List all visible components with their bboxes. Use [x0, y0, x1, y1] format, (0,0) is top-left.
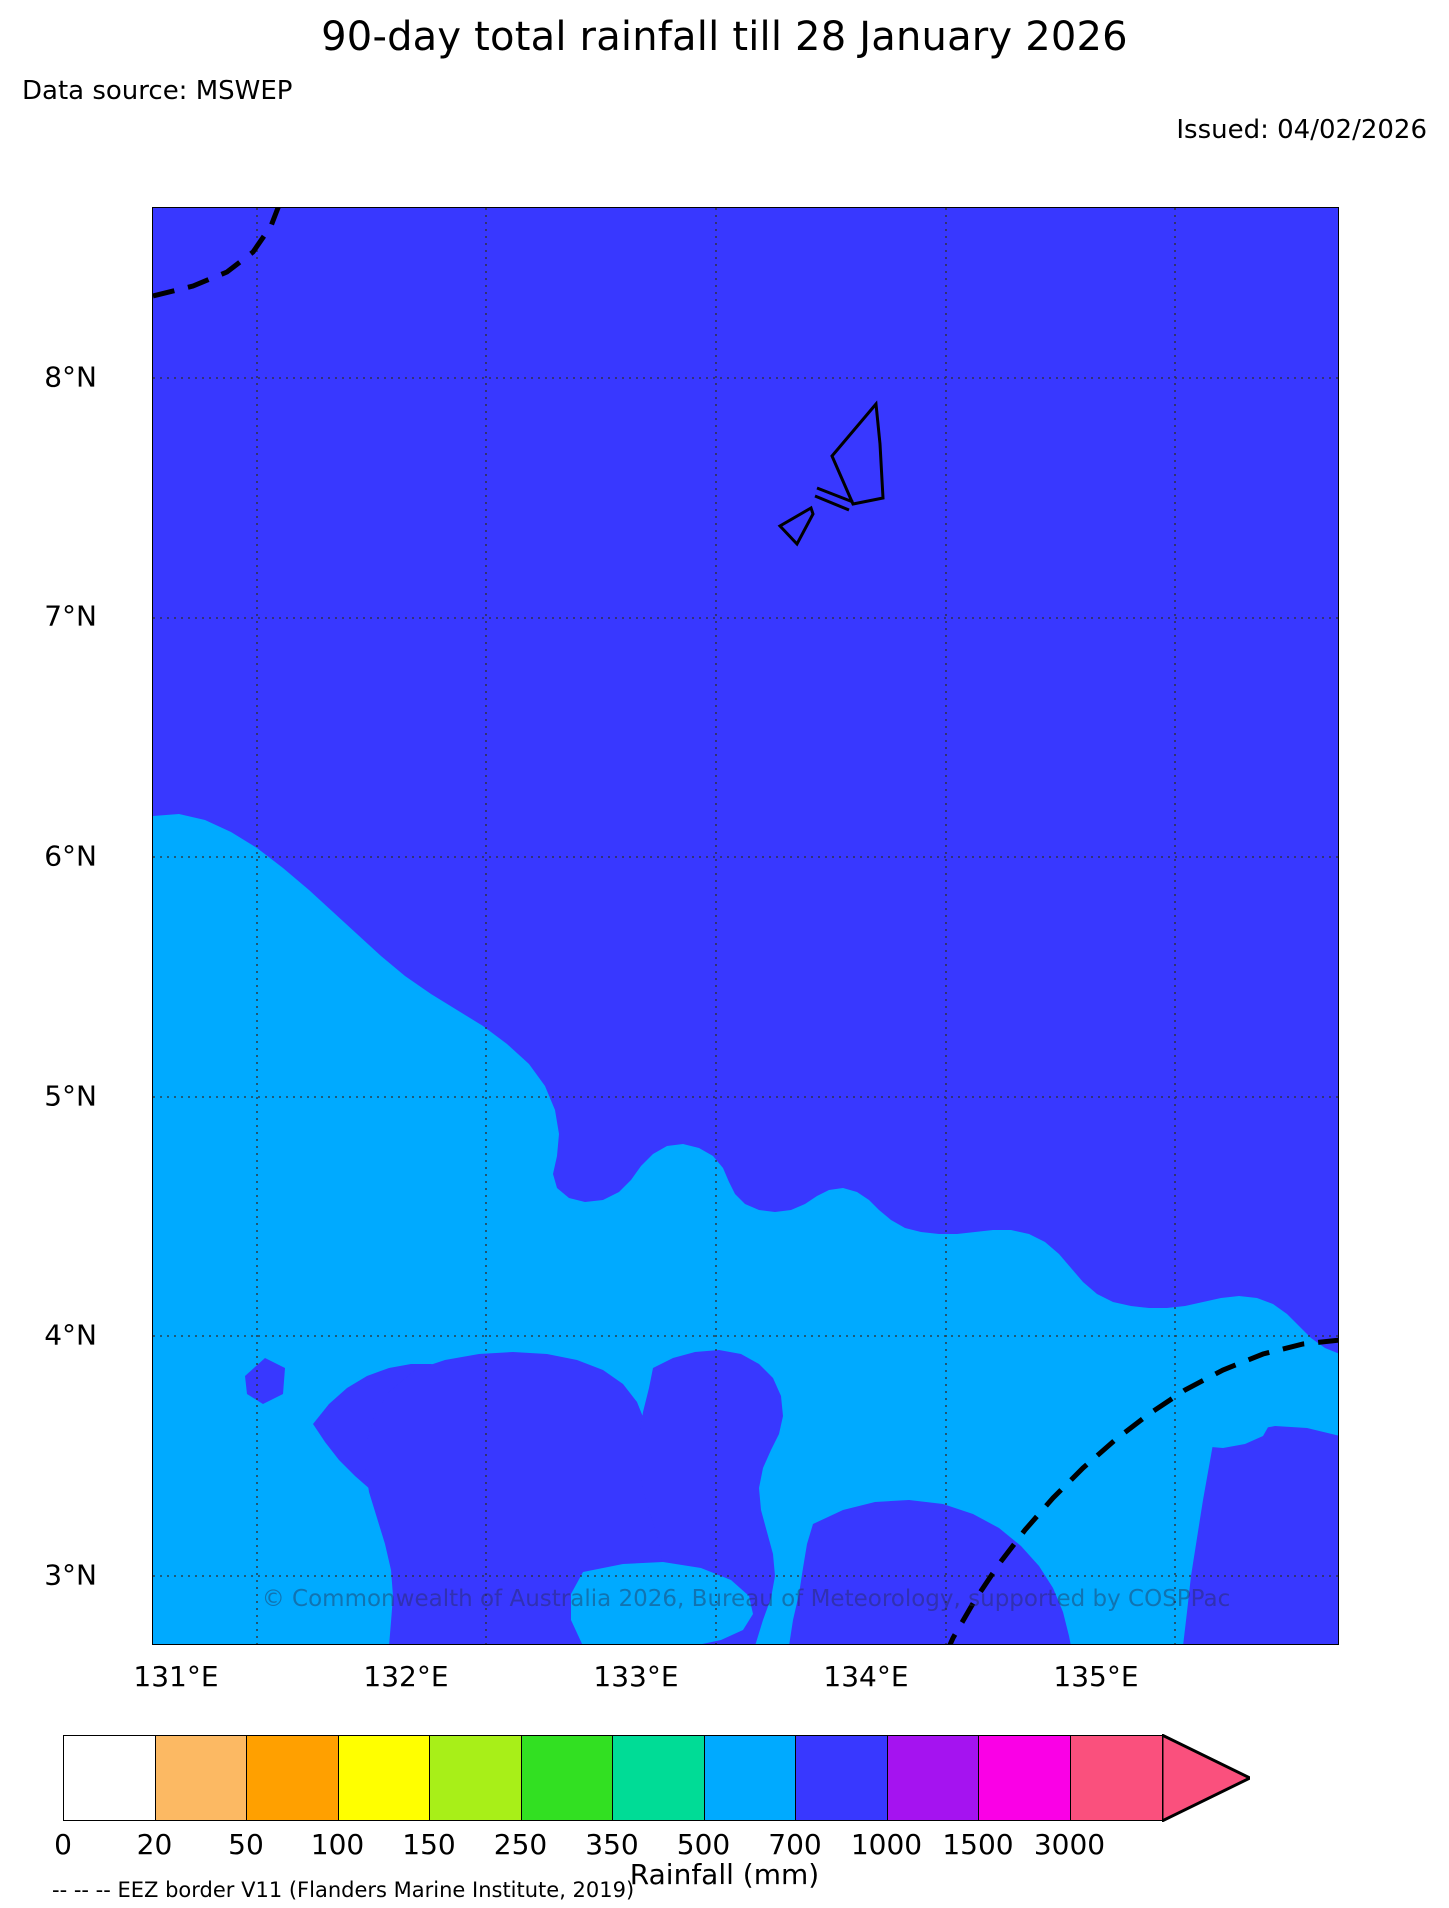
colorbar-cell-6[interactable]: [613, 1736, 705, 1820]
colorbar-cells[interactable]: [63, 1735, 1164, 1821]
colorbar-cell-4[interactable]: [430, 1736, 522, 1820]
colorbar-cell-1[interactable]: [155, 1736, 247, 1820]
rainfall-raster: [153, 208, 1338, 1644]
y-tick-3n: 3°N: [44, 1558, 97, 1592]
colorbar-cell-11[interactable]: [1070, 1736, 1162, 1820]
issued-date-label: Issued: 04/02/2026: [1176, 115, 1427, 145]
colorbar-tick-700: 700: [768, 1828, 822, 1861]
colorbar-overflow-arrow: [1162, 1734, 1250, 1822]
y-tick-8n: 8°N: [44, 360, 97, 394]
page-title: 90-day total rainfall till 28 January 20…: [321, 14, 1128, 60]
colorbar-tick-1000: 1000: [850, 1828, 923, 1861]
x-tick-134e: 134°E: [823, 1660, 909, 1693]
x-tick-131e: 131°E: [133, 1660, 219, 1693]
colorbar-tick-100: 100: [310, 1828, 365, 1861]
colorbar-tick-500: 500: [676, 1828, 731, 1861]
colorbar-cell-2[interactable]: [247, 1736, 339, 1820]
y-tick-4n: 4°N: [44, 1318, 97, 1352]
x-tick-135e: 135°E: [1053, 1660, 1139, 1693]
x-tick-132e: 132°E: [363, 1660, 449, 1693]
colorbar-tick-3000: 3000: [1033, 1828, 1106, 1861]
y-tick-6n: 6°N: [44, 839, 97, 873]
colorbar-tick-20: 20: [136, 1828, 173, 1861]
colorbar-title: Rainfall (mm): [629, 1858, 820, 1891]
colorbar-tick-150: 150: [402, 1828, 456, 1861]
x-tick-133e: 133°E: [593, 1660, 679, 1693]
colorbar-tick-0: 0: [54, 1828, 72, 1861]
eez-border-note: -- -- -- EEZ border V11 (Flanders Marine…: [52, 1878, 635, 1902]
y-tick-5n: 5°N: [44, 1079, 97, 1113]
colorbar-tick-250: 250: [493, 1828, 548, 1861]
colorbar-cell-8[interactable]: [796, 1736, 888, 1820]
map-panel[interactable]: © Commonwealth of Australia 2026, Bureau…: [152, 207, 1339, 1645]
y-tick-7n: 7°N: [44, 599, 97, 633]
colorbar-cell-0[interactable]: [64, 1736, 156, 1820]
data-source-label: Data source: MSWEP: [22, 76, 293, 106]
colorbar-cell-7[interactable]: [704, 1736, 796, 1820]
colorbar-cell-5[interactable]: [521, 1736, 613, 1820]
colorbar-cell-9[interactable]: [887, 1736, 979, 1820]
colorbar-tick-350: 350: [585, 1828, 639, 1861]
colorbar-cell-3[interactable]: [338, 1736, 430, 1820]
map-plot-area[interactable]: © Commonwealth of Australia 2026, Bureau…: [152, 207, 1339, 1645]
colorbar-tick-50: 50: [228, 1828, 264, 1861]
colorbar-cell-10[interactable]: [979, 1736, 1071, 1820]
colorbar-tick-1500: 1500: [942, 1828, 1014, 1861]
